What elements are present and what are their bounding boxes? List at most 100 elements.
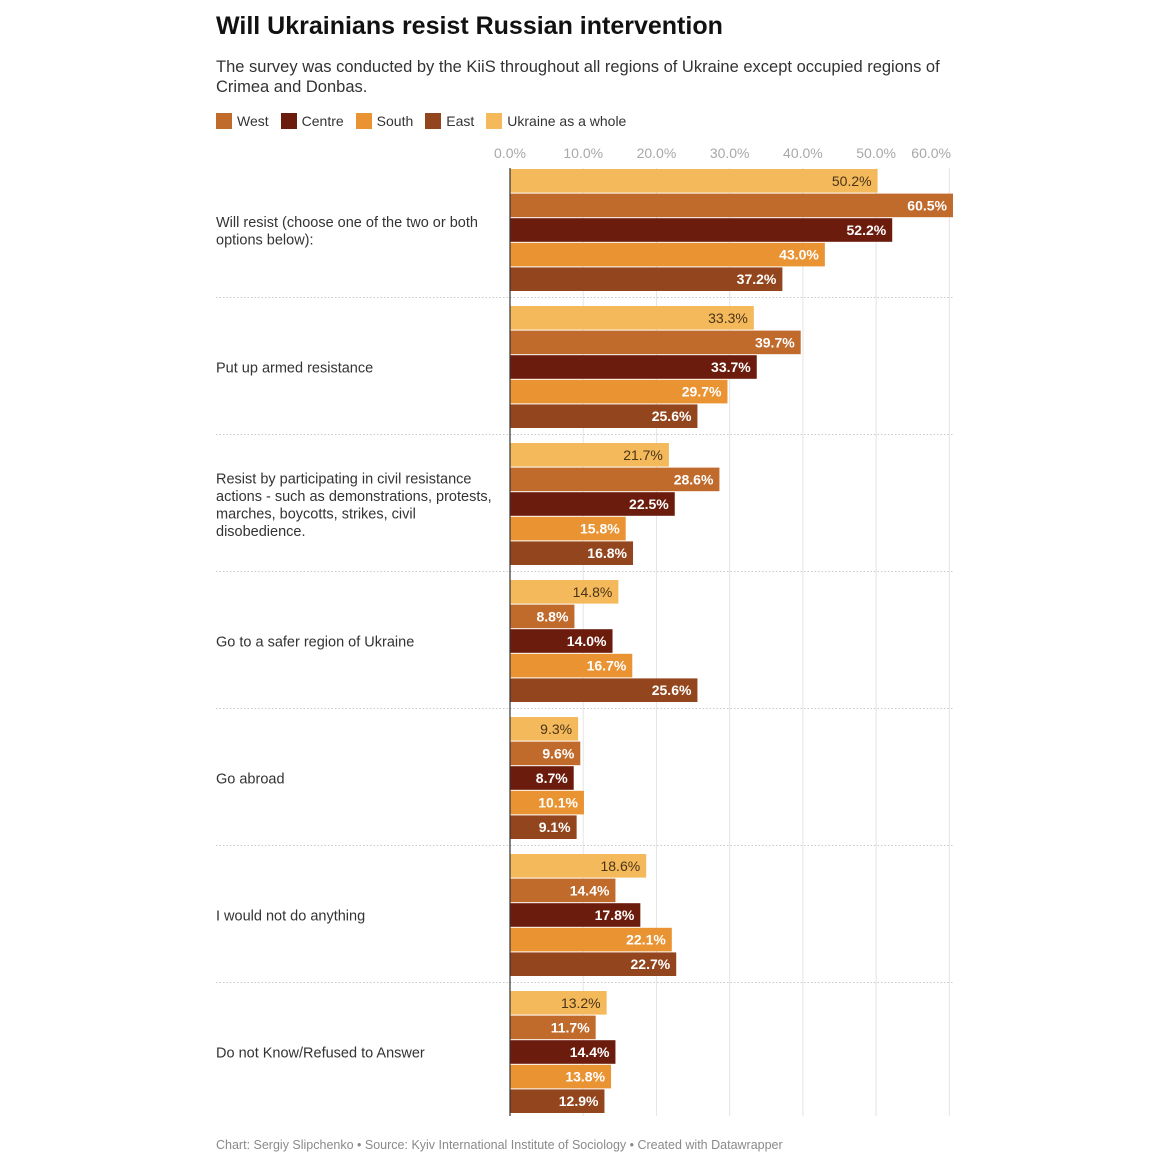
bar — [510, 717, 579, 741]
bar — [510, 306, 754, 330]
bar-value-label: 14.4% — [570, 1044, 610, 1060]
bar-value-label: 37.2% — [737, 271, 777, 287]
bar — [510, 927, 672, 952]
category-label: Put up armed resistance — [216, 361, 373, 377]
bar-value-label: 28.6% — [674, 471, 714, 487]
bar — [510, 580, 619, 604]
legend-item-south: South — [355, 113, 414, 129]
bar-value-label: 8.8% — [537, 608, 569, 624]
bar-value-label: 33.7% — [711, 359, 751, 375]
bar — [510, 790, 584, 815]
bar-value-label: 8.7% — [536, 770, 568, 786]
bar — [510, 678, 698, 702]
bar-value-label: 9.1% — [539, 819, 571, 835]
x-tick-label: 30.0% — [710, 145, 750, 161]
bar-value-label: 14.4% — [570, 882, 610, 898]
x-tick-label: 0.0% — [494, 145, 526, 161]
bar — [510, 815, 577, 839]
bar — [510, 516, 626, 541]
bar — [510, 1089, 605, 1113]
legend-swatch-west — [216, 113, 232, 129]
bar — [510, 443, 669, 467]
bar-value-label: 11.7% — [551, 1019, 590, 1035]
bar — [510, 242, 825, 267]
bar-value-label: 9.3% — [540, 721, 572, 737]
bar-value-label: 25.6% — [652, 408, 692, 424]
bar-value-label: 15.8% — [580, 521, 620, 537]
category-label: disobedience. — [216, 524, 306, 540]
bar-value-label: 25.6% — [652, 682, 692, 698]
bar-value-label: 39.7% — [755, 334, 795, 350]
bar — [510, 193, 953, 218]
category-label: Go abroad — [216, 772, 285, 788]
bar-value-label: 10.1% — [538, 795, 578, 811]
bar-value-label: 14.8% — [573, 584, 613, 600]
bar-value-label: 18.6% — [600, 858, 640, 874]
bar-value-label: 9.6% — [542, 745, 574, 761]
legend-label-ukraine: Ukraine as a whole — [507, 113, 627, 129]
legend-label-south: South — [376, 113, 414, 129]
bar-value-label: 22.1% — [626, 932, 666, 948]
bar-value-label: 52.2% — [847, 222, 887, 238]
bar-value-label: 16.7% — [587, 658, 627, 674]
legend-label-centre: Centre — [301, 113, 344, 129]
x-tick-label: 40.0% — [783, 145, 823, 161]
chart-subtitle: The survey was conducted by the KiiS thr… — [216, 58, 940, 96]
bar — [510, 629, 613, 653]
bar — [510, 1015, 596, 1040]
bar — [510, 492, 675, 516]
bar — [510, 653, 633, 678]
bar — [510, 218, 893, 242]
bar — [510, 404, 698, 428]
bar — [510, 330, 801, 355]
bar-value-label: 14.0% — [567, 633, 607, 649]
category-label: Do not Know/Refused to Answer — [216, 1046, 425, 1062]
legend-swatch-ukraine — [486, 113, 503, 129]
legend-label-east: East — [446, 113, 475, 129]
bar — [510, 952, 677, 976]
legend-swatch-south — [355, 113, 372, 129]
category-label: actions - such as demonstrations, protes… — [216, 489, 492, 505]
legend-item-ukraine: Ukraine as a whole — [486, 113, 626, 129]
category-label: options below): — [216, 232, 314, 248]
bar-value-label: 33.3% — [708, 310, 748, 326]
bar — [510, 379, 728, 404]
bar — [510, 1040, 616, 1064]
bar-value-label: 22.7% — [631, 956, 671, 972]
bar — [510, 741, 581, 766]
x-tick-label: 10.0% — [563, 145, 603, 161]
bar-value-label: 12.9% — [559, 1093, 599, 1109]
bar — [510, 169, 878, 193]
bar-value-label: 21.7% — [623, 447, 663, 463]
bar-value-label: 29.7% — [682, 384, 722, 400]
legend-item-centre: Centre — [280, 113, 344, 129]
x-tick-label: 20.0% — [637, 145, 677, 161]
bar — [510, 467, 720, 492]
bar-value-label: 13.8% — [565, 1069, 605, 1085]
legend-swatch-east — [425, 113, 442, 129]
bar — [510, 355, 757, 379]
category-label: Resist by participating in civil resista… — [216, 471, 471, 487]
bar-value-label: 22.5% — [629, 496, 669, 512]
bar — [510, 541, 634, 565]
chart-title: Will Ukrainians resist Russian intervent… — [216, 12, 723, 40]
bar — [510, 878, 616, 903]
bar — [510, 604, 575, 629]
x-tick-label: 50.0% — [856, 145, 896, 161]
bar — [510, 1064, 612, 1089]
bar-value-label: 50.2% — [832, 173, 872, 189]
legend-item-west: West — [216, 113, 269, 129]
x-tick-label: 60.0% — [911, 145, 951, 161]
bar-value-label: 43.0% — [779, 247, 819, 263]
bar-value-label: 60.5% — [907, 197, 947, 213]
legend-item-east: East — [425, 113, 474, 129]
bar — [510, 854, 647, 878]
bar — [510, 766, 574, 790]
chart-footer: Chart: Sergiy Slipchenko • Source: Kyiv … — [216, 1138, 783, 1152]
bar — [510, 903, 641, 927]
category-label: marches, boycotts, strikes, civil — [216, 506, 416, 522]
bar — [510, 267, 783, 291]
bar — [510, 991, 607, 1015]
bar-value-label: 13.2% — [561, 995, 601, 1011]
